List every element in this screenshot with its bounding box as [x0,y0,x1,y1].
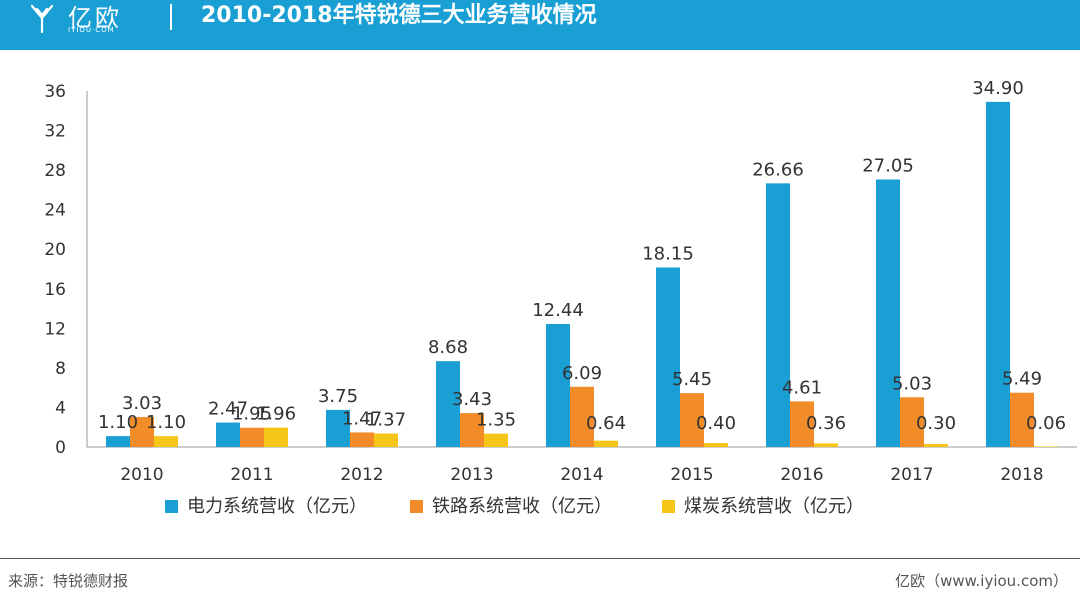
data-label: 12.44 [532,300,584,321]
data-label: 3.03 [122,393,162,414]
bar-2 [900,397,924,447]
bar-1 [766,183,790,447]
y-tick-label: 0 [55,438,66,458]
header-divider [170,4,172,30]
bar-1 [436,361,460,447]
bar-1 [216,422,240,447]
legend-label: 铁路系统营收（亿元） [432,496,612,517]
bar-2 [790,401,814,447]
bar-3 [1034,446,1058,447]
y-tick-label: 32 [44,122,66,142]
data-label: 4.61 [782,377,822,398]
bar-3 [154,436,178,447]
data-label: 1.95 [232,404,272,425]
x-tick-label: 2016 [780,465,823,485]
y-tick-label: 28 [44,161,66,181]
x-axis: 2010 2011 2012 2013 2014 2015 2016 2017 2018 [87,446,1077,485]
data-label: 6.09 [562,363,602,384]
x-tick-label: 2010 [120,465,163,485]
x-tick-label: 2014 [560,465,603,485]
data-label: 3.43 [452,389,492,410]
legend-label: 煤炭系统营收（亿元） [684,496,864,517]
y-tick-label: 12 [44,319,66,339]
bar-2 [570,386,594,447]
chart-legend: 电力系统营收（亿元） 铁路系统营收（亿元） 煤炭系统营收（亿元） [165,496,864,517]
bar-2 [350,432,374,447]
y-tick-label: 20 [44,240,66,260]
y-tick-label: 24 [44,201,66,221]
data-label: 1.35 [476,410,516,431]
data-label: 2.47 [208,399,248,420]
page-title: 2010-2018年特锐德三大业务营收情况 [201,3,597,28]
bar-3 [484,433,508,447]
bar-3 [594,440,618,447]
bar-3 [704,443,728,447]
data-label: 18.15 [642,244,694,265]
legend-label: 电力系统营收（亿元） [187,496,367,517]
bar-1 [326,409,350,447]
data-label: 1.96 [256,404,296,425]
x-tick-label: 2012 [340,465,383,485]
bar-1 [876,179,900,447]
bar-3 [264,427,288,447]
bar-3 [924,444,948,447]
y-tick-label: 36 [44,82,66,102]
data-label: 0.36 [806,413,846,434]
data-label: 1.37 [366,409,406,430]
data-label: 34.90 [972,78,1024,99]
bar-series [106,101,1058,447]
data-label: 27.05 [862,156,914,177]
bar-2 [1010,392,1034,447]
data-label: 0.64 [586,413,626,434]
x-tick-label: 2015 [670,465,713,485]
header-bar: 亿欧 IYIOU·COM 2010-2018年特锐德三大业务营收情况 [0,0,1080,50]
data-label: 3.75 [318,386,358,407]
bar-1 [656,267,680,447]
bar-2 [460,413,484,447]
source-note: 来源：特锐德财报 [8,572,129,590]
data-labels: 1.103.031.10 2.471.951.96 3.751.471.37 8.68… [98,78,1066,434]
bar-3 [374,433,398,447]
data-label: 5.03 [892,373,932,394]
bar-1 [546,323,570,447]
data-label: 8.68 [428,337,468,358]
logo-subtext: IYIOU·COM [68,26,115,34]
legend-swatch [662,500,675,513]
logo-text: 亿欧 [68,4,122,32]
data-label: 1.10 [98,412,138,433]
footer-divider [0,558,1080,559]
logo-icon [30,4,54,34]
bar-1 [986,101,1010,447]
y-tick-label: 16 [44,280,66,300]
y-axis: 0 4 8 12 16 20 24 28 32 36 [44,82,88,458]
data-label: 0.30 [916,413,956,434]
bar-2 [240,427,264,447]
bar-1 [106,436,130,447]
x-tick-label: 2018 [1000,465,1043,485]
bar-2 [680,393,704,447]
data-label: 1.10 [146,412,186,433]
data-label: 5.45 [672,369,712,390]
data-label: 5.49 [1002,369,1042,390]
x-tick-label: 2011 [230,465,273,485]
y-tick-label: 8 [55,359,66,379]
data-label: 0.40 [696,413,736,434]
bar-3 [814,443,838,447]
bar-2 [130,417,154,447]
legend-swatch [410,500,423,513]
data-label: 1.47 [342,408,382,429]
x-tick-label: 2013 [450,465,493,485]
x-tick-label: 2017 [890,465,933,485]
data-label: 26.66 [752,159,804,180]
legend-swatch [165,500,178,513]
y-tick-label: 4 [55,398,66,418]
data-label: 0.06 [1026,413,1066,434]
credit-note: 亿欧（www.iyiou.com） [895,572,1068,590]
